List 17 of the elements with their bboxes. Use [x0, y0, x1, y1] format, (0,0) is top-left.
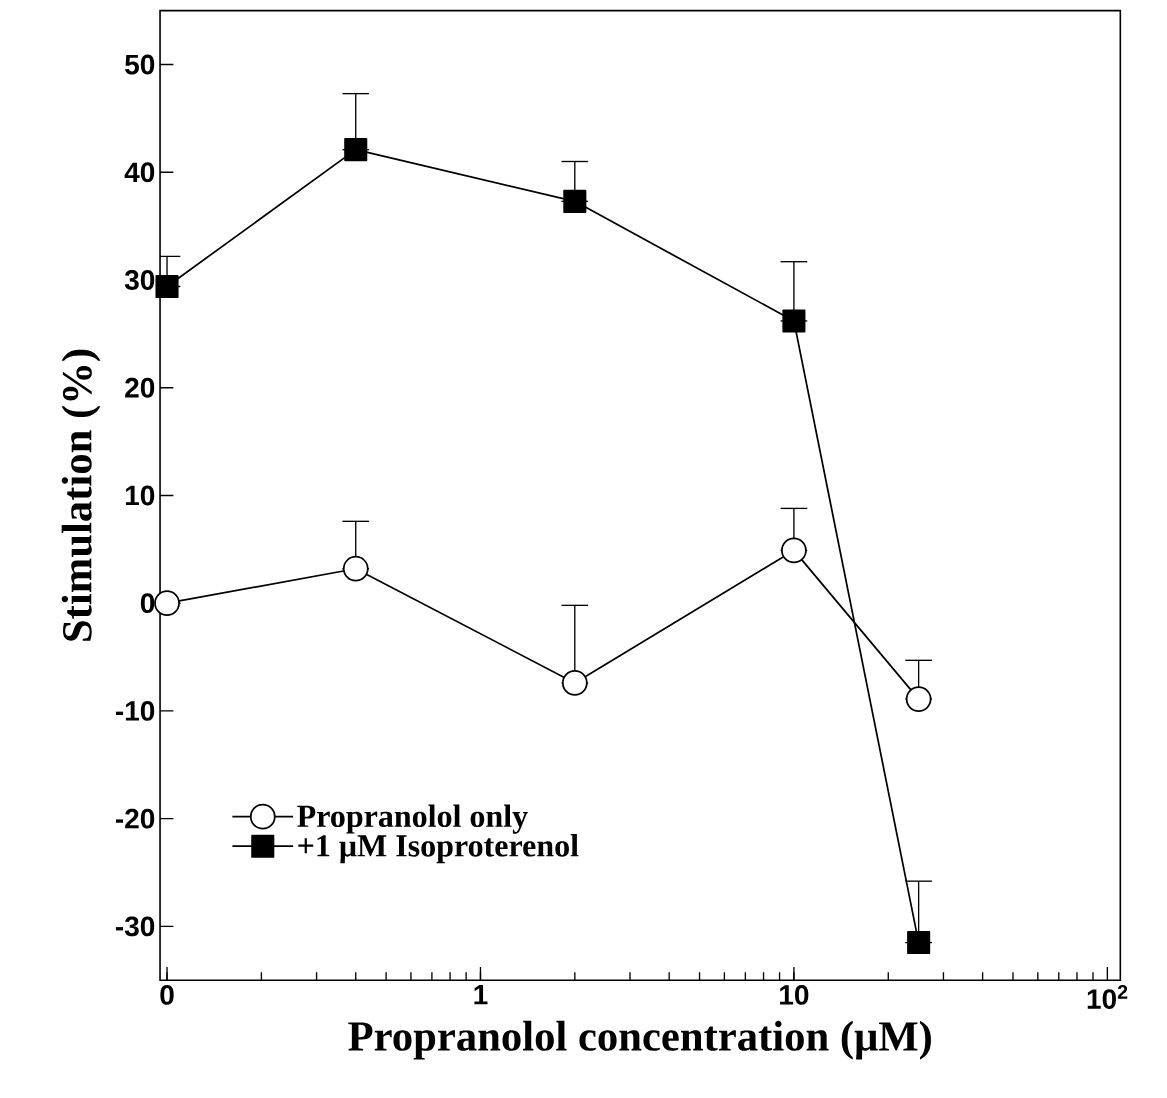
- x-axis-title: Propranolol concentration (μM): [348, 1021, 931, 1060]
- y-tick-label: -30: [115, 916, 155, 937]
- y-tick-label: -10: [115, 701, 155, 722]
- y-axis-title: Stimulation (%): [61, 349, 101, 641]
- y-tick-label: -20: [115, 808, 155, 829]
- x-tick-label: 1: [474, 985, 488, 1005]
- x-tick-label: 0: [160, 985, 174, 1005]
- y-tick-label: 20: [125, 378, 155, 398]
- y-tick-label: 30: [124, 270, 155, 291]
- y-tick-label: 40: [124, 162, 155, 183]
- y-tick-label: 0: [140, 593, 155, 614]
- x-tick-label: 10$^{2}$: [1087, 985, 1128, 1010]
- x-tick-label: 10: [780, 985, 809, 1005]
- legend-label: +1 μM Isoproterenol: [298, 834, 579, 864]
- y-tick-label: 10: [125, 485, 155, 506]
- legend-label: Propranolol only: [297, 804, 528, 834]
- y-tick-label: 50: [125, 54, 155, 75]
